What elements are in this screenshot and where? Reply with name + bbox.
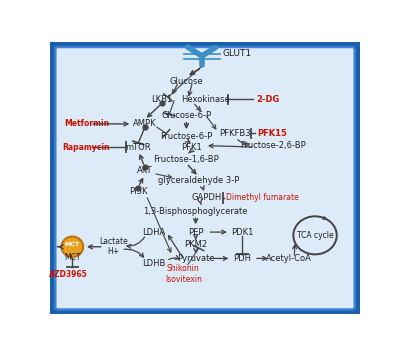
Text: Metformin: Metformin [64,119,109,128]
Text: Shikonin
Isovitexin: Shikonin Isovitexin [165,264,202,284]
Text: Fructose-2,6-BP: Fructose-2,6-BP [240,141,306,150]
Text: Fructose-1,6-BP: Fructose-1,6-BP [154,155,219,164]
Text: 1,3-Bisphosphoglycerate: 1,3-Bisphosphoglycerate [144,207,248,216]
Text: PEP: PEP [188,228,204,237]
Text: Glucose: Glucose [170,77,203,86]
FancyBboxPatch shape [48,41,362,316]
Text: PDK1: PDK1 [231,228,253,237]
Text: Dimethyl fumarate: Dimethyl fumarate [226,193,299,202]
Text: mTOR: mTOR [126,143,151,151]
Text: PKM2: PKM2 [184,240,207,249]
Text: Glucose-6-P: Glucose-6-P [161,111,212,120]
Text: Rapamycin: Rapamycin [62,143,110,151]
Text: 2-DG: 2-DG [256,95,280,104]
Text: Fructose-6-P: Fructose-6-P [160,132,212,140]
Text: PFK1: PFK1 [181,143,202,151]
Text: AZD3965: AZD3965 [49,270,88,279]
Text: PFKFB3: PFKFB3 [219,129,250,138]
Text: MCT: MCT [64,253,80,262]
Text: AKT: AKT [137,166,152,175]
Text: LDHA: LDHA [142,228,166,237]
Text: PDH: PDH [233,254,251,263]
Text: Lactate
H+: Lactate H+ [99,237,128,257]
Text: Acetyl-CoA: Acetyl-CoA [266,254,312,263]
Text: glyceraldehyde 3-P: glyceraldehyde 3-P [158,176,240,185]
Text: MCT: MCT [65,242,80,247]
Text: GAPDH: GAPDH [192,193,222,202]
Text: GLUT1: GLUT1 [222,49,251,58]
Text: PFK15: PFK15 [258,129,288,138]
Text: Pyruvate: Pyruvate [177,254,214,263]
Text: LKB1: LKB1 [151,95,172,104]
Text: TCA cycle: TCA cycle [297,231,333,240]
FancyBboxPatch shape [55,47,355,310]
Text: LDHB: LDHB [142,258,166,268]
Text: Hexokinase: Hexokinase [181,95,229,104]
Text: PI3K: PI3K [129,186,148,196]
Text: AMPK: AMPK [133,119,156,128]
Ellipse shape [62,237,83,257]
